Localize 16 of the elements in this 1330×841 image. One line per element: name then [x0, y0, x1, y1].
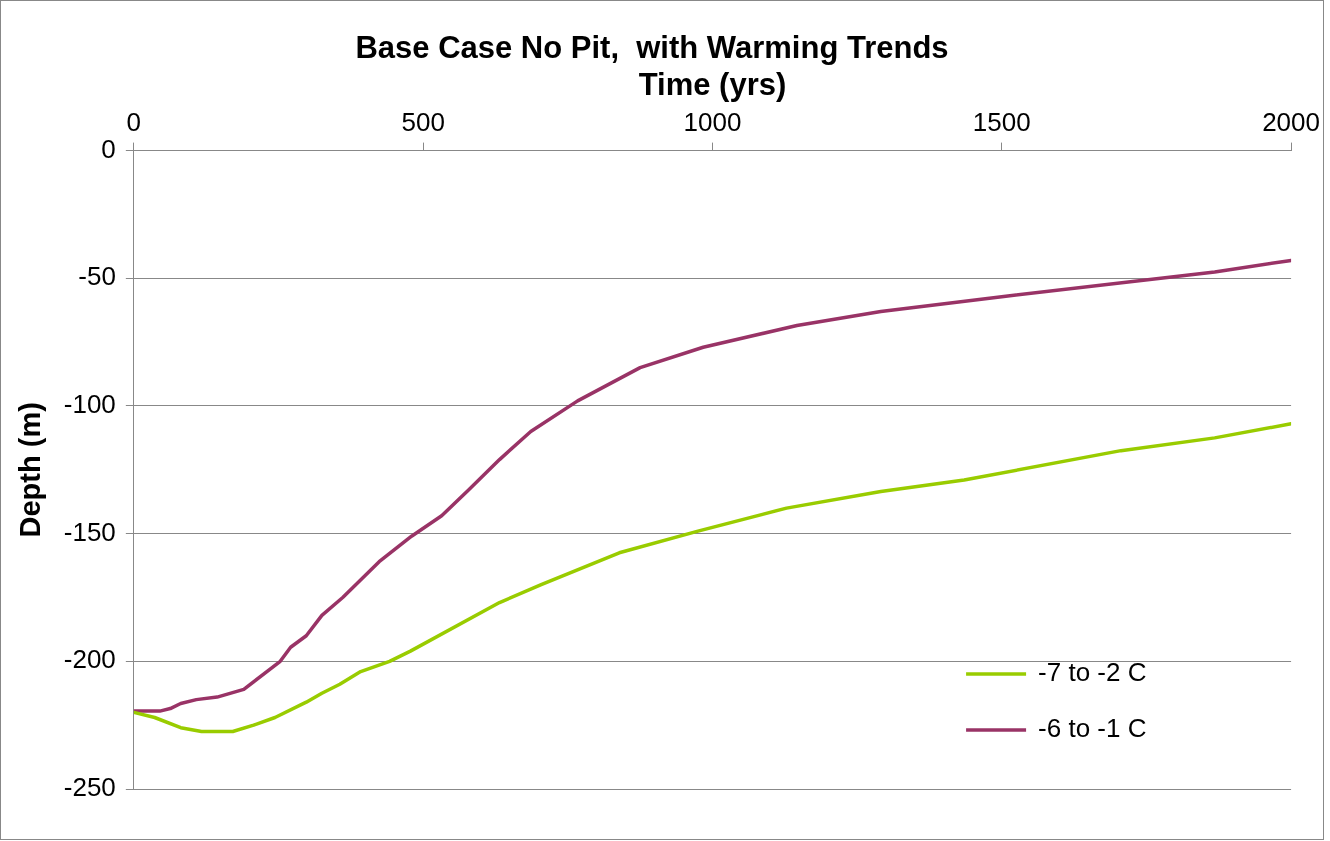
y-tick-label: -250 [63, 772, 116, 803]
x-tick-label: 1000 [683, 107, 742, 138]
legend-label: -6 to -1 C [1038, 713, 1147, 744]
y-tick-label: -150 [63, 516, 116, 547]
x-axis-title: Time (yrs) [638, 67, 787, 103]
y-tick-label: -100 [63, 389, 116, 420]
legend-label: -7 to -2 C [1038, 657, 1147, 688]
x-tick-label: 0 [126, 107, 142, 138]
x-tick-label: 1500 [972, 107, 1031, 138]
y-axis-title: Depth (m) [14, 402, 47, 538]
y-tick-label: 0 [101, 133, 116, 164]
x-tick-label: 500 [401, 107, 445, 138]
y-tick-label: -50 [78, 261, 116, 292]
y-tick-label: -200 [63, 644, 116, 675]
chart-title: Base Case No Pit, with Warming Trends [355, 30, 949, 66]
x-tick-label: 2000 [1262, 107, 1320, 138]
